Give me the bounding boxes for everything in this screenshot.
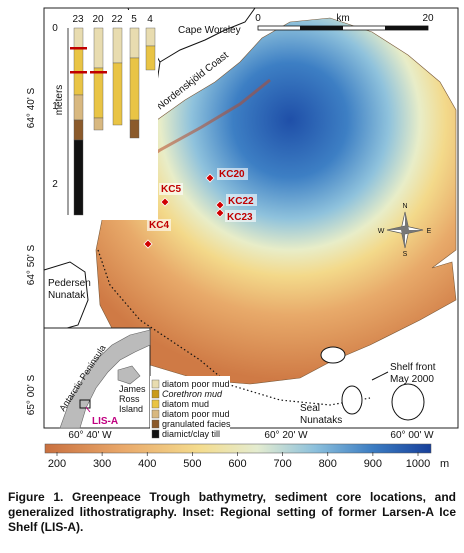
scale-label: 0 [255, 13, 261, 24]
place-label: Shelf front [390, 362, 436, 373]
core-marker [215, 208, 225, 218]
compass-label: N [402, 203, 407, 210]
core-column [129, 27, 140, 139]
core-label: KC20 [219, 169, 245, 180]
depth-tick: 2 [52, 179, 58, 190]
colorbar-tick-label: 700 [273, 458, 291, 470]
inset-label: LIS-A [92, 416, 118, 427]
core-id: 20 [92, 14, 104, 25]
colorbar-tick-label: 900 [364, 458, 382, 470]
core-column [112, 27, 123, 126]
core-label: KC23 [227, 212, 253, 223]
inset-island [117, 365, 141, 385]
legend-swatch [151, 389, 160, 399]
label-backdrop [147, 219, 171, 231]
legend-label: diatom poor mud [162, 409, 230, 419]
core-column [145, 27, 156, 71]
place-label: Pedersen [48, 278, 91, 289]
island [320, 346, 346, 364]
core-id: 23 [72, 14, 84, 25]
legend-swatch [151, 419, 160, 429]
island [341, 385, 363, 415]
coastline [159, 7, 256, 63]
legend-swatch [151, 409, 160, 419]
legend-label: diatom mud [162, 399, 209, 409]
legend-swatch [151, 379, 160, 389]
scale-bar [300, 26, 343, 30]
legend-label: granulated facies [162, 419, 231, 429]
colorbar [44, 443, 432, 454]
scale-bar [385, 26, 428, 30]
core-id: 22 [111, 14, 123, 25]
compass-label: E [427, 228, 432, 235]
legend-label: Corethron mud [162, 389, 223, 399]
inset-box [79, 399, 91, 409]
place-label: May 2000 [390, 374, 434, 385]
label-backdrop [226, 194, 257, 206]
compass [386, 211, 424, 249]
colorbar-tick-label: 600 [228, 458, 246, 470]
shelf-front-line [97, 249, 371, 406]
legend-panel [150, 376, 230, 442]
figure: Cape Worsley Nordenskjöld Coast Pedersen… [26, 7, 459, 470]
core-column [70, 27, 87, 216]
colorbar-unit: m [440, 458, 449, 470]
core-label: KC4 [149, 220, 169, 231]
legend-label: diamict/clay till [162, 429, 220, 439]
inset-land [59, 329, 151, 429]
place-label: Nunataks [300, 415, 342, 426]
colorbar-tick-label: 800 [319, 458, 337, 470]
depth-axis-label: meters [54, 85, 65, 116]
colorbar-tick-label: 200 [48, 458, 66, 470]
colorbar-tick-label: 1000 [406, 458, 430, 470]
legend-swatch [151, 429, 160, 439]
core-marker [143, 239, 153, 249]
label-backdrop [159, 183, 183, 195]
inset-label: Ross [119, 394, 140, 404]
longitude-label: 60° 40' W [68, 430, 112, 441]
compass-label: S [403, 251, 408, 258]
island [391, 383, 425, 421]
colorbar-tick-label: 500 [183, 458, 201, 470]
core-marker [160, 197, 170, 207]
label-backdrop [225, 210, 256, 222]
colorbar-tick-label: 400 [138, 458, 156, 470]
core-label: KC22 [228, 196, 254, 207]
place-label: Cape Worsley [178, 25, 241, 36]
label-backdrop [217, 168, 248, 180]
core-column [90, 27, 107, 131]
legend-label: diatom poor mud [162, 379, 230, 389]
colorbar-ticks: 200 300 400 500 600 700 800 900 1000 m [48, 452, 449, 470]
core-id: 4 [147, 14, 153, 25]
latitude-label: 65° 00' S [26, 374, 37, 415]
inset-label: James [119, 384, 146, 394]
depth-tick: 1 [52, 101, 58, 112]
depth-tick: 0 [52, 23, 58, 34]
longitude-label: 60° 00' W [390, 430, 434, 441]
inset-arrow [85, 406, 91, 413]
place-label: Seal [300, 403, 320, 414]
compass-label: W [378, 228, 385, 235]
colorbar-tick-label: 300 [93, 458, 111, 470]
scale-label: 20 [422, 13, 434, 24]
core-id: 5 [131, 14, 137, 25]
latitude-label: 64° 50' S [26, 244, 37, 285]
longitude-label: 60° 20' W [264, 430, 308, 441]
place-label: Nunatak [48, 290, 86, 301]
caption: Figure 1. Greenpeace Trough bathymetry, … [8, 490, 456, 534]
core-label: KC5 [161, 184, 181, 195]
inset-label: Island [119, 404, 143, 414]
legend-swatch [151, 399, 160, 409]
scale-label: km [336, 13, 349, 24]
leader-line [371, 371, 389, 381]
latitude-label: 64° 40' S [26, 87, 37, 128]
core-marker [205, 173, 215, 183]
